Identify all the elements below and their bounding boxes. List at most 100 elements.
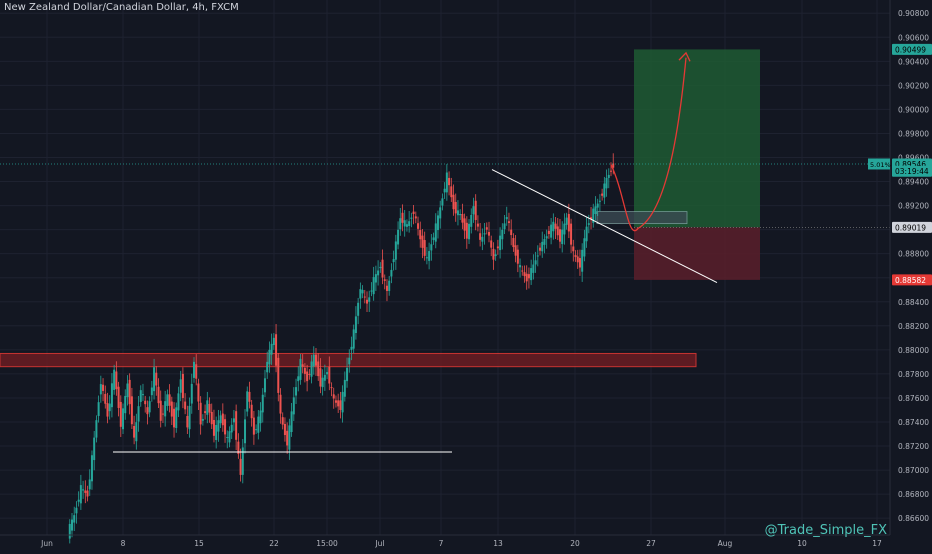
candle-body <box>95 420 97 437</box>
candle-body <box>275 334 277 365</box>
candle-body <box>104 394 106 404</box>
candle-body <box>131 396 133 424</box>
candle-body <box>129 380 131 404</box>
candle-body <box>306 371 308 381</box>
candle-body <box>122 408 124 429</box>
candle-body <box>575 255 577 257</box>
candle-body <box>337 400 339 406</box>
candle-body <box>193 362 195 378</box>
candle-body <box>253 418 255 435</box>
candle-body <box>430 244 432 250</box>
candle-body <box>444 189 446 193</box>
candle-body <box>601 194 603 196</box>
candle-body <box>71 520 73 531</box>
candle-body <box>499 236 501 250</box>
candle-body <box>169 394 171 405</box>
candle-body <box>446 173 448 193</box>
candle-body <box>550 225 552 238</box>
candle-body <box>368 297 370 301</box>
price-tick-label: 0.90600 <box>898 33 929 42</box>
time-tick-label: 20 <box>570 539 580 548</box>
target-zone <box>634 49 760 227</box>
candle-body <box>523 272 525 276</box>
candle-body <box>204 411 206 413</box>
candle-body <box>346 368 348 381</box>
candle-body <box>419 230 421 239</box>
candle-body <box>408 221 410 226</box>
candle-body <box>297 376 299 381</box>
candle-body <box>319 368 321 386</box>
price-tick-label: 0.88000 <box>898 346 929 355</box>
price-tick-label: 0.89800 <box>898 129 929 138</box>
candle-body <box>231 425 233 433</box>
candle-body <box>539 248 541 251</box>
candle-body <box>435 223 437 241</box>
candle-body <box>535 260 537 264</box>
candle-body <box>353 329 355 348</box>
candles <box>69 153 614 543</box>
candle-body <box>428 251 430 261</box>
candle-body <box>606 178 608 188</box>
price-tick-label: 0.88800 <box>898 250 929 259</box>
time-tick-label: 27 <box>646 539 656 548</box>
candle-body <box>568 214 570 231</box>
price-tick-label: 0.90400 <box>898 57 929 66</box>
candle-body <box>293 397 295 414</box>
candle-body <box>470 215 472 227</box>
candle-body <box>106 403 108 416</box>
resistance-zone <box>0 353 696 366</box>
candle-body <box>224 419 226 434</box>
candle-body <box>453 195 455 209</box>
candle-body <box>84 491 86 493</box>
candle-body <box>490 240 492 247</box>
candle-body <box>417 223 419 229</box>
countdown-label: 03:19:44 <box>895 167 929 176</box>
candle-body <box>215 425 217 440</box>
candle-body <box>439 207 441 218</box>
candle-body <box>359 289 361 298</box>
candle-body <box>262 395 264 413</box>
candle-body <box>246 391 248 411</box>
candle-body <box>138 406 140 421</box>
candle-body <box>146 407 148 414</box>
candle-body <box>153 367 155 391</box>
candle-body <box>481 237 483 242</box>
candle-body <box>180 379 182 392</box>
candle-body <box>211 412 213 424</box>
candle-body <box>155 373 157 386</box>
candle-body <box>468 224 470 239</box>
candle-body <box>555 224 557 229</box>
candle-body <box>333 394 335 398</box>
candle-body <box>335 400 337 402</box>
time-tick-label: 13 <box>493 539 503 548</box>
candle-body <box>313 355 315 367</box>
candle-body <box>113 370 115 390</box>
candle-body <box>441 198 443 205</box>
candle-body <box>508 221 510 223</box>
candle-body <box>233 418 235 422</box>
candle-body <box>100 384 102 394</box>
candle-body <box>328 367 330 384</box>
candle-body <box>182 374 184 398</box>
candle-body <box>248 392 250 402</box>
price-tick-label: 0.87200 <box>898 442 929 451</box>
candle-body <box>98 402 100 416</box>
price-tick-label: 0.86600 <box>898 514 929 523</box>
candle-body <box>581 250 583 272</box>
candle-body <box>377 271 379 276</box>
candle-body <box>164 401 166 416</box>
candle-body <box>173 409 175 428</box>
candle-body <box>251 405 253 418</box>
candle-body <box>401 213 403 223</box>
candle-body <box>93 438 95 460</box>
candle-body <box>140 390 142 402</box>
candle-body <box>342 392 344 412</box>
candle-body <box>437 215 439 230</box>
candle-body <box>142 394 144 395</box>
candle-body <box>484 233 486 234</box>
candle-body <box>548 231 550 234</box>
candle-body <box>366 300 368 304</box>
